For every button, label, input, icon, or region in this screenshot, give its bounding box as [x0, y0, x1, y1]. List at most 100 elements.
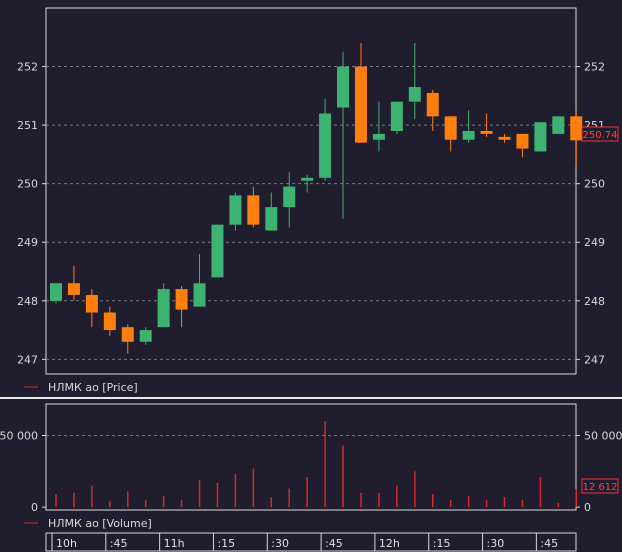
candle [534, 122, 547, 152]
candle-body [211, 224, 224, 278]
candle [337, 51, 350, 219]
volume-y-tick-label-right: 50 000 [584, 430, 622, 443]
volume-y-tick-label-left: 50 000 [0, 430, 38, 443]
candle [175, 286, 188, 328]
candle-body [390, 101, 403, 131]
price-grid [46, 66, 576, 360]
time-tick-label: :15 [217, 537, 235, 550]
candle [193, 253, 206, 307]
candle [283, 171, 296, 228]
price-y-tick-label-right: 249 [584, 236, 605, 249]
candle-body [480, 130, 493, 134]
time-tick-label: :45 [325, 537, 343, 550]
candle [67, 265, 80, 301]
candle-body [175, 289, 188, 310]
candle-body [516, 133, 529, 149]
candle-body [301, 177, 314, 181]
price-y-tick-label-right: 247 [584, 353, 605, 366]
candle [462, 110, 475, 143]
volume-y-ticks-right: 0 50 000 [576, 430, 622, 514]
price-y-tick-label-right: 252 [584, 61, 605, 74]
candle [516, 133, 529, 158]
candle-body [193, 283, 206, 307]
candle [390, 101, 403, 134]
price-y-tick-label-right: 250 [584, 178, 605, 191]
candle [426, 89, 439, 131]
candle-body [247, 195, 260, 225]
candle-body [50, 283, 62, 301]
candle-body [498, 136, 511, 140]
volume-last-value-box [581, 478, 619, 494]
price-y-tick-label-right: 248 [584, 295, 605, 308]
price-last-value-box [581, 126, 619, 142]
candle [408, 43, 421, 120]
candle [211, 224, 224, 278]
candle [157, 283, 170, 328]
candle-body [570, 116, 583, 141]
price-y-ticks-left: 247 248 249 250 251 252 [17, 61, 46, 366]
candle-body [408, 87, 421, 102]
candle [50, 283, 62, 304]
candle-body [372, 133, 385, 140]
candle [552, 116, 565, 134]
candle-body [67, 283, 80, 295]
candle [301, 174, 314, 193]
candle [444, 116, 457, 152]
price-y-tick-label-left: 252 [17, 61, 38, 74]
candle-body [337, 66, 350, 108]
candle-body [319, 113, 332, 178]
price-candles [50, 43, 583, 354]
candle [247, 186, 260, 228]
candle [265, 192, 278, 231]
price-y-tick-label-left: 251 [17, 119, 38, 132]
time-tick-label: 12h [379, 537, 400, 550]
candle-body [85, 294, 98, 313]
price-legend-label: НЛМК ао [Price] [48, 381, 138, 394]
volume-plot-frame [45, 403, 577, 511]
price-last-value: 250.74 [581, 126, 619, 142]
candle-body [103, 312, 116, 331]
candle [103, 306, 116, 336]
candle-body [157, 289, 170, 328]
candle [85, 289, 98, 328]
candle [139, 327, 152, 345]
time-tick-label: :15 [433, 537, 451, 550]
time-tick-label: :45 [110, 537, 128, 550]
candle-body [121, 327, 134, 342]
volume-legend-label: НЛМК ао [Volume] [48, 517, 152, 530]
volume-y-tick-label-right: 0 [584, 501, 591, 514]
candle-body [283, 186, 296, 208]
price-y-tick-label-left: 248 [17, 295, 38, 308]
volume-y-ticks-left: 0 50 000 [0, 430, 46, 514]
candle-body [229, 195, 242, 225]
price-last-value-label: 250.74 [583, 130, 618, 141]
candle [229, 192, 242, 231]
volume-bars [55, 421, 578, 508]
candle [480, 113, 493, 137]
time-tick-label: 10h [56, 537, 77, 550]
candle-body [552, 116, 565, 134]
candle-body [265, 207, 278, 231]
candle-body [462, 130, 475, 140]
candle [570, 110, 583, 167]
candle [121, 324, 134, 354]
candle-body [444, 116, 457, 140]
time-tick-label: :45 [540, 537, 558, 550]
candle-body [426, 92, 439, 117]
price-plot-frame [45, 7, 577, 375]
price-y-tick-label-left: 249 [17, 236, 38, 249]
time-axis: 10h :45 11h :15 :30 :45 12h :15 :30 :45 [51, 533, 558, 551]
time-tick-label: 11h [164, 537, 185, 550]
time-tick-label: :30 [487, 537, 505, 550]
price-y-tick-label-left: 247 [17, 353, 38, 366]
candle-body [354, 66, 367, 143]
candle [354, 43, 367, 143]
candle-body [534, 122, 547, 152]
volume-y-tick-label-left: 0 [31, 501, 38, 514]
time-axis-frame [45, 532, 577, 552]
candle [498, 133, 511, 143]
time-tick-label: :30 [271, 537, 289, 550]
candle [319, 98, 332, 181]
